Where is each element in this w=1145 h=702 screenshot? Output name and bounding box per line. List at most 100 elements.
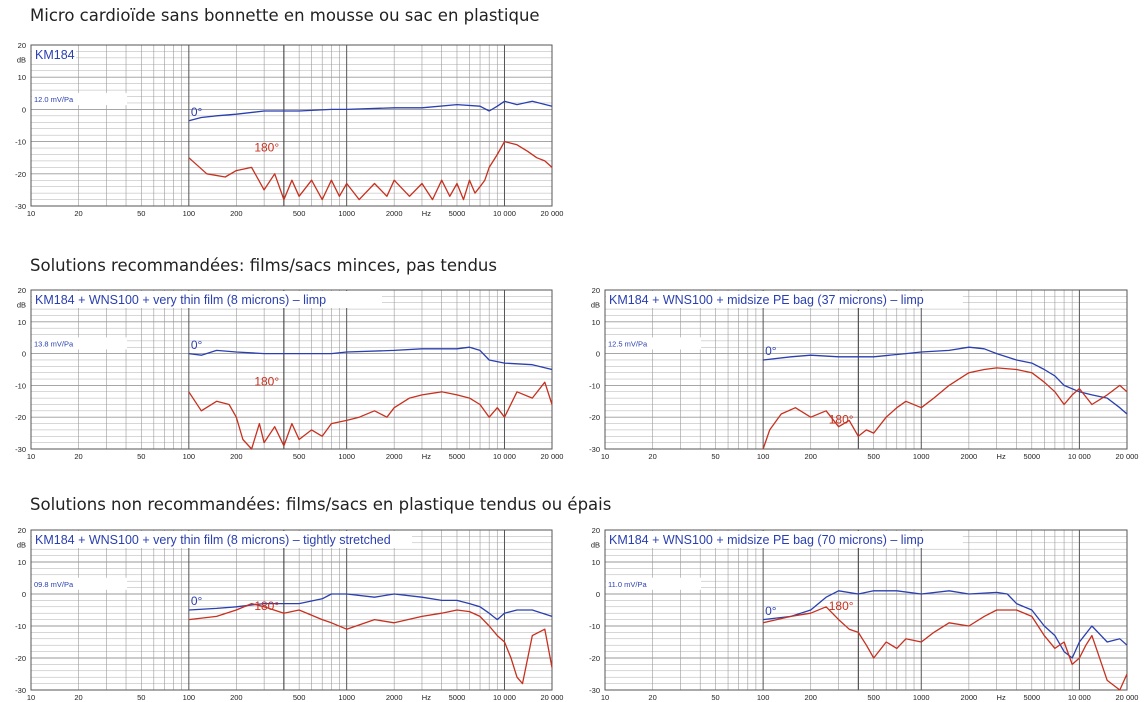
section-title-3: Solutions non recommandées: films/sacs e… (30, 495, 612, 514)
series-label: 0° (191, 594, 203, 608)
chart-title: KM184 + WNS100 + very thin film (8 micro… (35, 533, 391, 547)
x-tick-label: 5000 (1023, 452, 1040, 461)
x-tick-label: 20 000 (541, 209, 564, 218)
x-tick-label: 50 (711, 452, 719, 461)
series-line-180deg (188, 140, 553, 201)
x-tick-label: 10 000 (1068, 452, 1091, 461)
y-tick-label: 10 (592, 558, 600, 567)
x-tick-label: 5000 (1023, 693, 1040, 702)
sensitivity-label: 11.0 mV/Pa (608, 580, 647, 589)
x-tick-label: 200 (230, 452, 243, 461)
y-tick-label: 20 (592, 286, 600, 295)
chart-4: KM184 + WNS100 + very thin film (8 micro… (15, 526, 563, 702)
chart-5: KM184 + WNS100 + midsize PE bag (70 micr… (589, 526, 1138, 702)
series-line-0deg (763, 590, 1128, 659)
series-label: 180° (254, 140, 279, 154)
sensitivity-label: 13.8 mV/Pa (34, 339, 74, 348)
x-tick-label: 50 (137, 693, 145, 702)
y-tick-label: -30 (589, 686, 600, 695)
x-tick-label: 500 (867, 693, 880, 702)
title-box (32, 46, 76, 63)
y-tick-label: 20 (592, 526, 600, 535)
x-tick-label: 10 (601, 693, 609, 702)
x-tick-label: 100 (183, 209, 196, 218)
y-tick-label: -20 (589, 654, 600, 663)
x-tick-label: 2000 (961, 693, 978, 702)
x-tick-label: 20 (74, 693, 82, 702)
series-label: 0° (191, 338, 203, 352)
x-tick-label: 10 000 (493, 693, 516, 702)
series-line-0deg (188, 593, 553, 621)
series-line-180deg (188, 381, 553, 450)
x-tick-label: 100 (183, 693, 196, 702)
chart-3: KM184 + WNS100 + midsize PE bag (37 micr… (589, 286, 1138, 461)
series-line-0deg (188, 100, 553, 122)
y-tick-label: -30 (589, 445, 600, 454)
x-tick-label: 1000 (913, 452, 930, 461)
x-tick-label: 2000 (386, 209, 403, 218)
x-tick-label: 10 000 (1068, 693, 1091, 702)
series-line-0deg (188, 346, 553, 371)
x-tick-label: 20 (74, 452, 82, 461)
y-tick-label: 10 (18, 318, 26, 327)
sensitivity-label: 09.8 mV/Pa (34, 580, 74, 589)
y-tick-label: -30 (15, 202, 26, 211)
section-title-2: Solutions recommandées: films/sacs mince… (30, 256, 497, 275)
chart-2: KM184 + WNS100 + very thin film (8 micro… (15, 286, 563, 461)
x-tick-label: 10 000 (493, 209, 516, 218)
y-tick-label: -20 (15, 170, 26, 179)
series-line-180deg (762, 606, 1128, 691)
series-label: 180° (829, 413, 854, 427)
sensitivity-label: 12.5 mV/Pa (608, 339, 648, 348)
sensitivity-box (606, 337, 701, 350)
x-tick-label: 2000 (386, 693, 403, 702)
chart-title: KM184 + WNS100 + very thin film (8 micro… (35, 293, 326, 307)
x-axis-label: Hz (422, 452, 431, 461)
series-line-180deg (188, 602, 553, 685)
section-title-1: Micro cardioïde sans bonnette en mousse … (30, 6, 540, 25)
y-tick-label: 0 (596, 590, 600, 599)
y-tick-label: -20 (589, 413, 600, 422)
chart-title: KM184 + WNS100 + midsize PE bag (37 micr… (609, 293, 924, 307)
x-tick-label: 20 (648, 452, 656, 461)
x-tick-label: 10 (27, 209, 35, 218)
x-tick-label: 20 (74, 209, 82, 218)
x-axis-label: Hz (422, 209, 431, 218)
x-tick-label: 200 (804, 452, 817, 461)
series-label: 180° (829, 599, 854, 613)
x-tick-label: 20 000 (1116, 693, 1139, 702)
y-tick-label: -20 (15, 413, 26, 422)
x-tick-label: 1000 (913, 693, 930, 702)
x-tick-label: 200 (230, 693, 243, 702)
x-tick-label: 5000 (449, 209, 466, 218)
x-axis-label: Hz (422, 693, 431, 702)
title-box (606, 531, 963, 548)
sensitivity-box (32, 337, 127, 350)
y-tick-label: 10 (18, 73, 26, 82)
sensitivity-box (32, 93, 127, 106)
series-label: 0° (765, 604, 777, 618)
x-tick-label: 20 000 (541, 693, 564, 702)
y-tick-label: 20 (18, 526, 26, 535)
y-tick-label: 10 (18, 558, 26, 567)
title-box (32, 291, 382, 308)
x-tick-label: 10 (601, 452, 609, 461)
x-tick-label: 200 (230, 209, 243, 218)
series-label: 0° (191, 105, 203, 119)
x-tick-label: 500 (293, 693, 306, 702)
y-tick-label: -30 (15, 686, 26, 695)
x-axis-label: Hz (997, 693, 1006, 702)
plot-frame (30, 529, 553, 691)
y-axis-label: dB (591, 300, 600, 309)
y-tick-label: -10 (589, 622, 600, 631)
x-tick-label: 2000 (386, 452, 403, 461)
x-tick-label: 500 (867, 452, 880, 461)
y-axis-label: dB (17, 541, 26, 550)
series-label: 180° (254, 374, 279, 388)
x-tick-label: 1000 (338, 209, 355, 218)
title-box (32, 531, 412, 548)
x-tick-label: 50 (137, 209, 145, 218)
y-tick-label: -10 (15, 138, 26, 147)
x-tick-label: 1000 (338, 452, 355, 461)
